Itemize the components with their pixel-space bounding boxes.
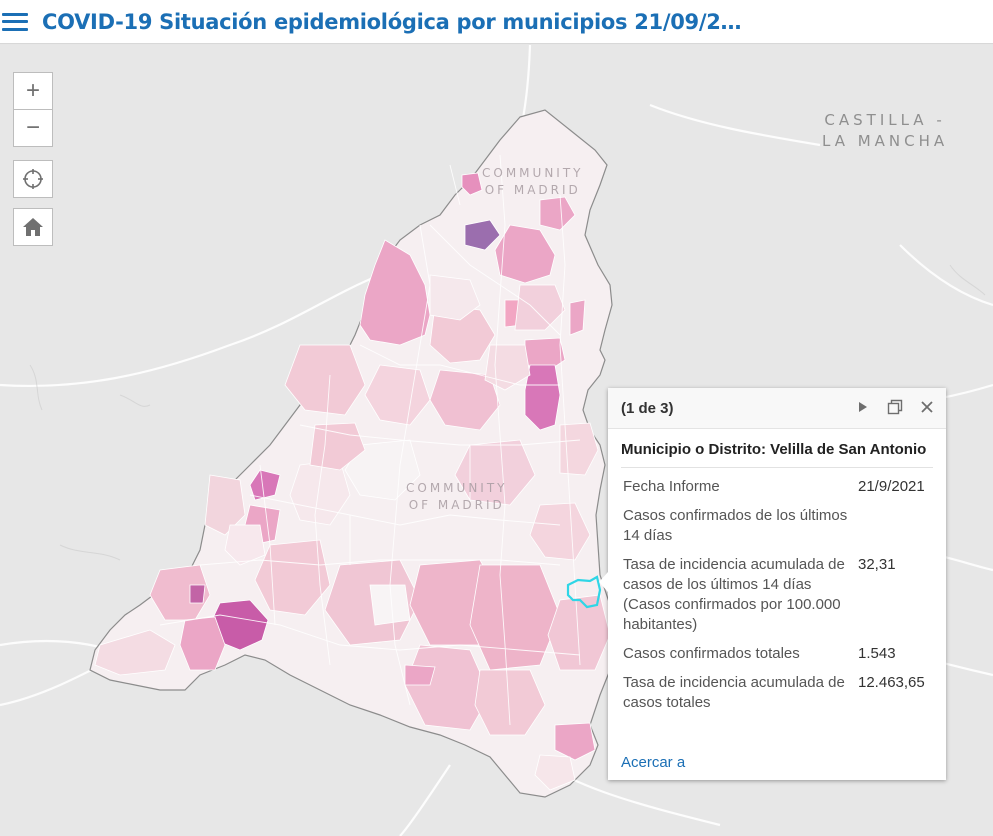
region-label-community-north: COMMUNITY OF MADRID [482, 166, 584, 197]
home-button[interactable] [13, 208, 53, 246]
attribute-label: Fecha Informe [623, 478, 720, 495]
feature-popup: (1 de 3) Municipio o Distrito [599, 388, 946, 780]
popup-header: (1 de 3) [608, 388, 946, 429]
zoom-out-label: − [25, 114, 40, 141]
attribute-value [858, 506, 933, 555]
menu-icon[interactable] [2, 12, 28, 31]
attribute-label: Casos confirmados de los últimos 14 días [623, 507, 848, 544]
attribute-value: 12.463,65 [858, 674, 925, 691]
attribute-row: Casos confirmados de los últimos 14 días [623, 506, 933, 555]
attribute-row: Tasa de incidencia acumulada de casos to… [623, 673, 933, 722]
dock-icon [887, 399, 903, 415]
zoom-to-link[interactable]: Acercar a [621, 754, 686, 771]
attribute-table: Fecha Informe 21/9/2021 Casos confirmado… [623, 477, 933, 722]
region-label-castilla: CASTILLA - LA MANCHA [822, 111, 949, 150]
attribute-row: Tasa de incidencia acumulada de casos de… [623, 555, 933, 644]
attribute-label: Tasa de incidencia acumulada de casos to… [623, 674, 845, 711]
crosshair-icon [23, 169, 43, 189]
close-popup-button[interactable] [918, 398, 936, 416]
play-next-icon [859, 402, 867, 412]
next-feature-button[interactable] [854, 398, 872, 416]
attribute-row: Fecha Informe 21/9/2021 [623, 477, 933, 506]
attribute-label: Tasa de incidencia acumulada de casos de… [623, 556, 845, 633]
selected-municipality-outline[interactable] [566, 575, 602, 609]
popup-title: Municipio o Distrito: Velilla de San Ant… [621, 441, 933, 468]
basemap [0, 45, 993, 836]
map-view[interactable]: CASTILLA - LA MANCHA COMMUNITY OF MADRID… [0, 45, 993, 836]
region-label-community-center: COMMUNITY OF MADRID [406, 481, 508, 512]
zoom-in-label: + [25, 77, 40, 104]
zoom-in-button[interactable]: + [13, 72, 53, 110]
home-icon [23, 218, 43, 236]
locate-button[interactable] [13, 160, 53, 198]
attribute-value: 1.543 [858, 645, 896, 662]
municipal-boundaries [159, 154, 581, 726]
zoom-out-button[interactable]: − [13, 109, 53, 147]
attribute-label: Casos confirmados totales [623, 645, 800, 662]
dock-popup-button[interactable] [886, 398, 904, 416]
close-icon [921, 401, 933, 413]
attribute-value: 32,31 [858, 556, 896, 573]
page-title: COVID-19 Situación epidemiológica por mu… [42, 9, 742, 34]
app-header: COVID-19 Situación epidemiológica por mu… [0, 0, 993, 44]
attribute-row: Casos confirmados totales 1.543 [623, 644, 933, 673]
popup-feature-count: (1 de 3) [621, 399, 674, 417]
attribute-value: 21/9/2021 [858, 478, 925, 495]
